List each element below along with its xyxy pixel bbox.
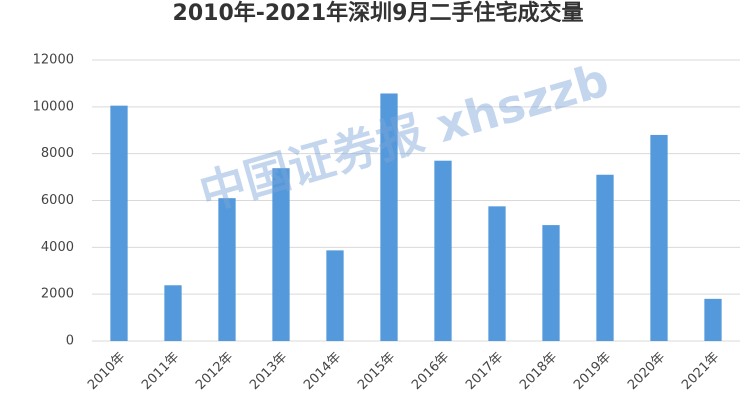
y-tick-label: 0 xyxy=(66,334,74,349)
bar xyxy=(110,105,128,341)
bar xyxy=(272,168,290,341)
y-tick-label: 10000 xyxy=(33,99,74,114)
y-tick-label: 2000 xyxy=(41,287,74,302)
bar xyxy=(326,250,344,341)
bar xyxy=(434,160,452,341)
y-tick-label: 6000 xyxy=(41,193,74,208)
bar xyxy=(542,225,560,341)
bar xyxy=(704,298,722,341)
bar xyxy=(380,93,398,341)
bar xyxy=(596,174,614,341)
bar xyxy=(488,206,506,341)
bar xyxy=(164,285,182,341)
y-tick-label: 12000 xyxy=(33,53,74,68)
bar xyxy=(650,134,668,341)
bar xyxy=(218,198,236,341)
y-tick-label: 4000 xyxy=(41,240,74,255)
chart-title: 2010年-2021年深圳9月二手住宅成交量 xyxy=(173,0,584,26)
y-tick-label: 8000 xyxy=(41,146,74,161)
